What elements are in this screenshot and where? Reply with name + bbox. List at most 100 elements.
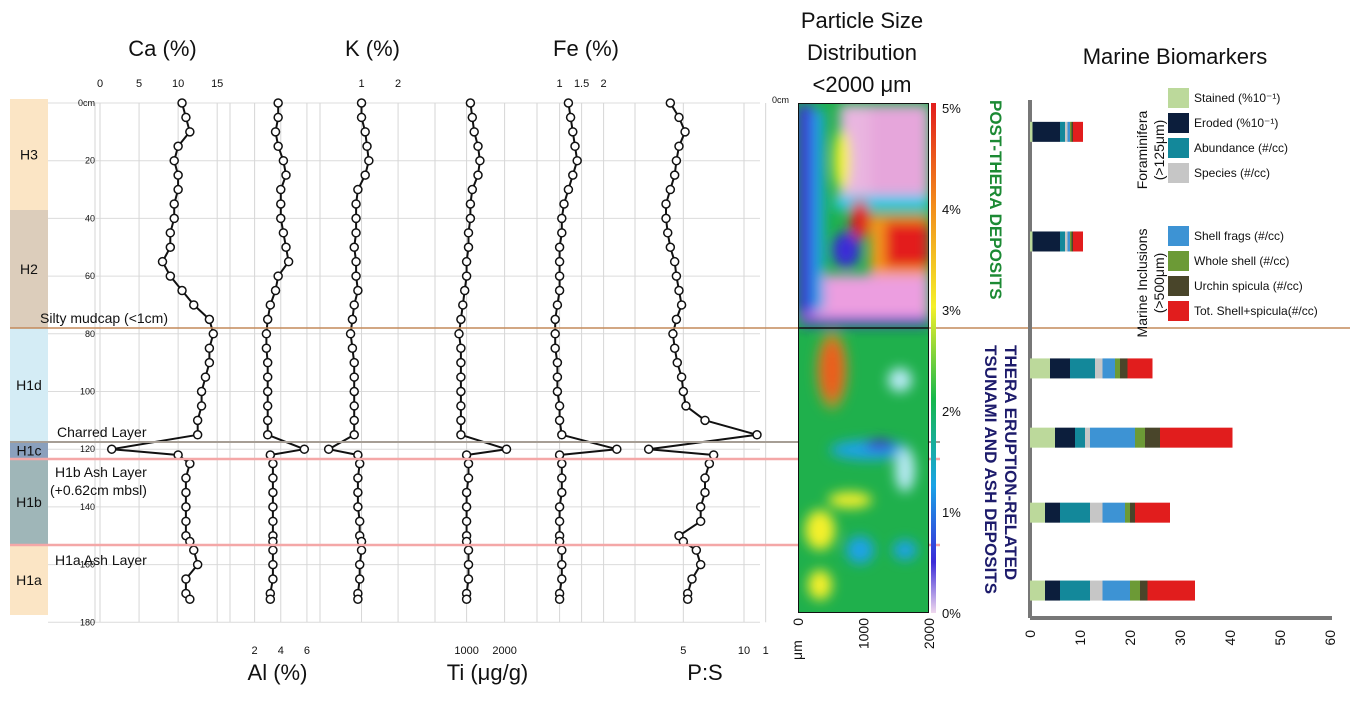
profile-point (204, 343, 215, 353)
biomarker-bar-segment (1060, 231, 1065, 252)
profile-point (262, 372, 273, 382)
profile-point (351, 228, 361, 238)
profile-point (281, 170, 291, 180)
profile-point (695, 516, 706, 527)
legend-label: Eroded (%10⁻¹) (1194, 116, 1278, 130)
legend-swatch (1168, 276, 1189, 296)
profile-point (557, 430, 567, 440)
legend-label: Tot. Shell+spicula(#/cc) (1194, 304, 1318, 318)
profile-point (273, 141, 283, 152)
profile-point (565, 112, 576, 123)
horizon-label-h1b: H1b (16, 494, 42, 510)
profile-point (501, 444, 512, 454)
profile-tick-label: 0 (97, 78, 103, 90)
profile-point (557, 545, 567, 555)
depth-tick-label: 60 (85, 271, 95, 281)
profile-point (181, 516, 191, 527)
h1a-ash-label: H1a Ash Layer (55, 552, 147, 568)
legend-swatch (1168, 301, 1189, 321)
profile-point (459, 285, 470, 296)
biomarker-bar-segment (1073, 121, 1083, 142)
profile-tick-label: 6 (304, 645, 310, 657)
profile-point (704, 458, 715, 469)
colorbar-tick-label: 3% (942, 303, 961, 318)
profile-point (672, 357, 683, 368)
profile-point (354, 516, 365, 527)
horizon-band-h1c (10, 442, 48, 459)
profile-point (262, 401, 273, 411)
profile-point (262, 386, 273, 397)
profile-point (268, 473, 278, 483)
profile-point (173, 170, 183, 180)
profile-point (362, 141, 372, 152)
biomarker-bar-segment (1060, 502, 1090, 523)
profile-title: Ca (%) (128, 36, 196, 61)
horizon-label-h1c: H1c (17, 443, 42, 459)
biomarker-bar-segment (1147, 580, 1195, 601)
biomarker-bar-segment (1065, 231, 1068, 252)
profile-point (557, 228, 567, 238)
profile-tick-label: 5 (136, 78, 142, 90)
profile-point (349, 357, 359, 368)
layer-labels: Silty mudcap (<1cm) Charred Layer H1b As… (40, 310, 168, 568)
horizon-band-h2 (10, 210, 48, 328)
profile-point (671, 155, 682, 166)
profile-point (262, 430, 273, 440)
biomarker-bar-segment (1030, 502, 1045, 523)
profile-point (557, 213, 567, 224)
profile-point (192, 430, 203, 440)
profile-point (208, 329, 219, 339)
profile-point (173, 141, 183, 152)
biomarker-group-title: Foraminifera (1134, 111, 1150, 190)
biomarker-bar-segment (1032, 231, 1060, 252)
biomarker-bar-segment (1085, 427, 1090, 448)
biomarker-x-tick-label: 60 (1322, 630, 1338, 646)
profile-tick-label: 2000 (492, 645, 516, 657)
profile-point (570, 141, 580, 152)
profile-point (700, 473, 710, 483)
profile-point (192, 415, 203, 426)
profile-point (360, 170, 370, 180)
profile-point (665, 242, 676, 252)
profile-point (612, 444, 622, 454)
profile-point (353, 285, 363, 296)
depth-tick-label: 20 (85, 156, 95, 166)
biomarker-bar-segment (1032, 121, 1060, 142)
profile-point (456, 343, 466, 353)
profile-tick-label: 15 (211, 78, 223, 90)
profile-point (278, 155, 289, 166)
profile-point (349, 386, 359, 397)
profile-point (661, 213, 671, 224)
profile-point (676, 372, 687, 382)
profile-point (323, 444, 334, 454)
psd-x-tick-label: 0 (790, 618, 806, 626)
profile-point (465, 199, 476, 209)
biomarker-bar-segment (1030, 358, 1050, 379)
profile-point (261, 343, 272, 353)
profile-ca: 0 5 10 15 Ca (%) (94, 36, 223, 623)
profile-point (345, 329, 356, 339)
profile-point (454, 329, 464, 339)
profile-point (669, 256, 680, 267)
profile-point (353, 487, 363, 498)
biomarker-bar-segment (1030, 121, 1033, 142)
profile-point (680, 127, 690, 137)
biomarker-bar-segment (1060, 121, 1065, 142)
profile-point (196, 401, 207, 411)
profile-point (554, 502, 565, 512)
post-thera-label: POST-THERA DEPOSITS (986, 100, 1005, 300)
biomarker-bar-segment (1130, 502, 1135, 523)
psd-title-line-2: Distribution (807, 40, 917, 65)
profile-k: 1 2 K (%) (319, 36, 401, 623)
horizon-column: H3 H2 H1d H1c H1b H1a (10, 99, 48, 615)
profile-point (557, 574, 567, 584)
profile-point (283, 256, 294, 267)
profile-title: Al (%) (248, 660, 308, 685)
legend-swatch (1168, 138, 1189, 158)
colorbar-tick-label: 1% (942, 505, 961, 520)
profile-point (349, 401, 359, 411)
horizon-label-h1d: H1d (16, 377, 42, 393)
profile-point (349, 415, 359, 426)
profile-point (552, 386, 563, 397)
profile-point (354, 574, 365, 584)
